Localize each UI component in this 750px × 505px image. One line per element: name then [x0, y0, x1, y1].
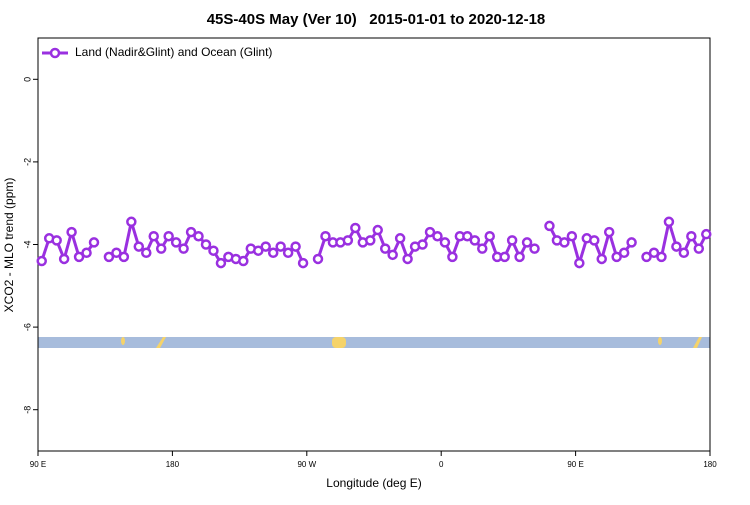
- data-point: [693, 243, 705, 254]
- data-point: [253, 245, 264, 256]
- land-ocean-strip: [38, 337, 710, 348]
- y-tick-label: -2: [22, 158, 32, 166]
- data-point: [648, 247, 660, 259]
- y-tick-label: 0: [22, 77, 32, 82]
- data-point: [126, 216, 137, 228]
- data-point: [506, 235, 518, 246]
- data-point: [350, 222, 361, 234]
- data-point: [51, 235, 62, 246]
- data-point: [141, 247, 152, 259]
- data-point: [671, 241, 682, 252]
- data-point: [267, 247, 279, 259]
- data-point: [260, 241, 271, 252]
- data-point: [477, 243, 488, 254]
- data-point: [469, 235, 481, 246]
- data-point: [88, 237, 100, 248]
- data-point: [312, 253, 324, 265]
- data-point: [544, 220, 555, 232]
- x-tick-label: 90 E: [30, 460, 46, 469]
- data-point: [238, 255, 249, 267]
- data-point: [111, 247, 122, 259]
- data-point: [462, 230, 473, 242]
- data-point: [200, 239, 212, 250]
- data-point: [701, 228, 712, 240]
- data-point: [529, 243, 540, 254]
- data-point: [589, 235, 600, 246]
- data-point: [297, 257, 309, 269]
- y-tick-label: -6: [22, 323, 32, 331]
- data-point: [215, 257, 227, 269]
- land-patch: [121, 337, 125, 345]
- data-point: [58, 253, 70, 265]
- data-point: [342, 235, 354, 246]
- data-point: [439, 237, 451, 248]
- data-point: [626, 237, 637, 248]
- data-point: [387, 249, 398, 261]
- x-tick-label: 180: [166, 460, 180, 469]
- data-point: [656, 251, 667, 263]
- data-point: [618, 247, 630, 259]
- x-tick-label: 0: [439, 460, 444, 469]
- x-tick-label: 180: [703, 460, 717, 469]
- data-point: [185, 226, 197, 238]
- legend-label: Land (Nadir&Glint) and Ocean (Glint): [75, 45, 272, 59]
- data-point: [559, 237, 570, 248]
- data-point: [566, 230, 578, 242]
- data-point: [320, 230, 331, 242]
- data-point: [424, 226, 436, 238]
- data-point: [379, 243, 391, 254]
- x-tick-label: 90 W: [297, 460, 316, 469]
- data-point: [81, 247, 92, 259]
- data-point: [447, 251, 458, 263]
- data-point: [499, 251, 510, 263]
- land-patch: [658, 337, 662, 345]
- data-point: [365, 235, 376, 246]
- land-patch: [693, 337, 702, 348]
- data-point: [148, 230, 159, 242]
- data-point: [603, 226, 615, 238]
- y-axis-label: XCO2 - MLO trend (ppm): [2, 178, 16, 313]
- data-point: [394, 233, 406, 244]
- y-tick-label: -4: [22, 240, 32, 248]
- x-axis-label: Longitude (deg E): [326, 476, 421, 490]
- data-point: [611, 251, 622, 263]
- data-point: [103, 251, 115, 263]
- data-point: [73, 251, 85, 263]
- land-patch: [156, 337, 166, 348]
- data-point: [686, 230, 697, 242]
- data-point: [663, 216, 675, 228]
- data-point: [290, 241, 301, 252]
- data-point: [372, 224, 383, 236]
- data-point: [178, 243, 189, 254]
- legend-marker: [49, 47, 61, 59]
- data-point: [118, 251, 130, 263]
- data-point: [417, 239, 428, 250]
- data-point: [402, 253, 413, 265]
- data-point: [596, 253, 607, 265]
- y-tick-label: -8: [22, 406, 32, 414]
- data-point: [574, 257, 585, 269]
- chart-title: 45S-40S May (Ver 10) 2015-01-01 to 2020-…: [207, 11, 546, 28]
- data-point: [193, 230, 204, 242]
- data-point: [133, 241, 145, 252]
- data-point: [170, 237, 182, 248]
- data-point: [282, 247, 294, 259]
- data-point: [163, 230, 174, 242]
- data-point: [521, 237, 533, 248]
- ocean-strip: [38, 337, 710, 348]
- data-point: [36, 255, 47, 267]
- data-point: [641, 251, 652, 263]
- data-point: [432, 230, 443, 242]
- land-patch: [332, 337, 346, 348]
- data-point: [66, 226, 77, 238]
- data-point: [678, 247, 690, 259]
- data-point: [208, 245, 219, 256]
- data-point: [155, 243, 167, 254]
- x-tick-label: 90 E: [567, 460, 583, 469]
- data-point: [484, 230, 495, 242]
- data-point: [514, 251, 525, 263]
- data-point: [275, 241, 286, 252]
